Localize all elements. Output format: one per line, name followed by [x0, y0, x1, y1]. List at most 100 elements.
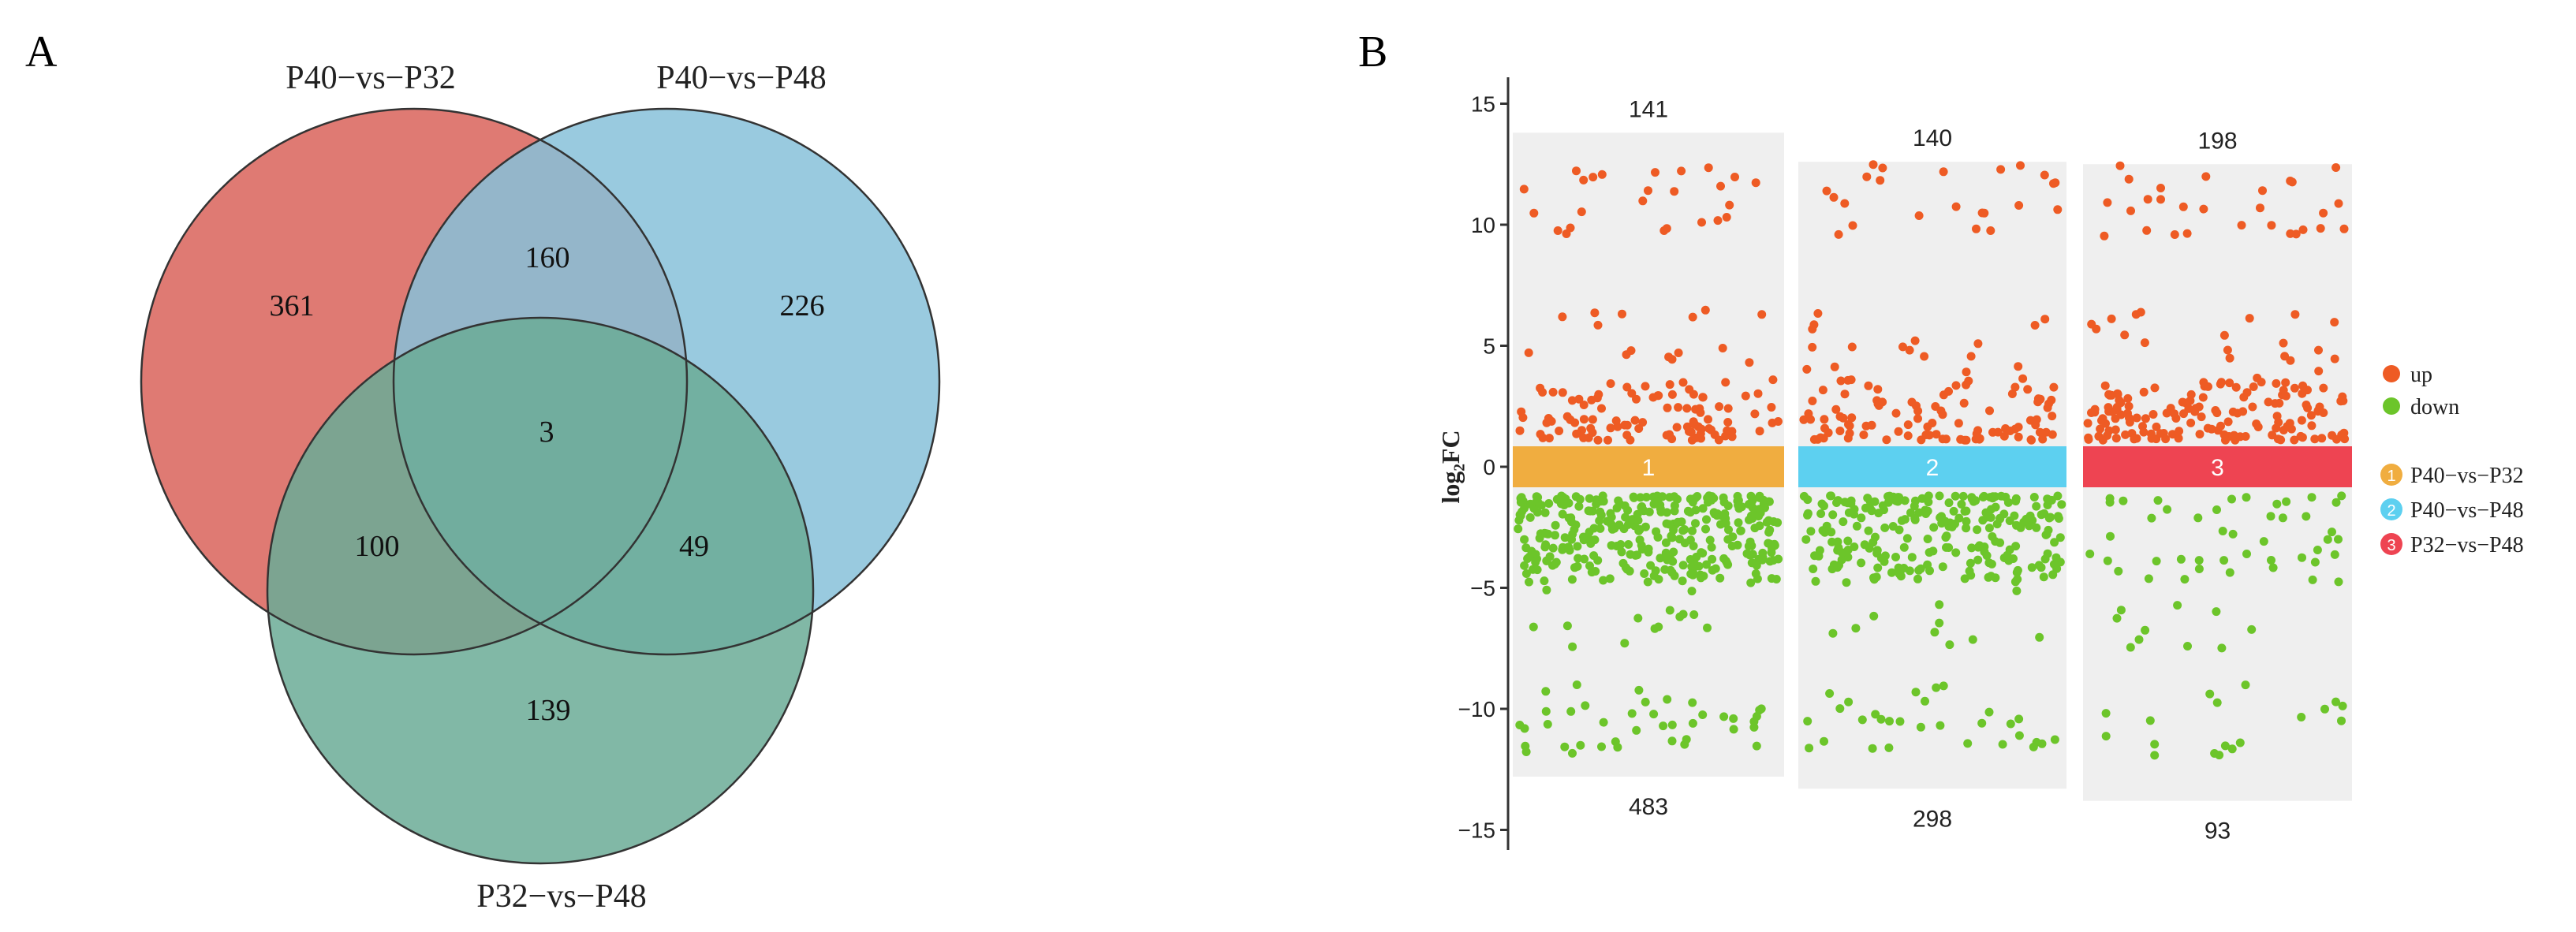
down-point: [2272, 499, 2282, 509]
down-point: [1678, 576, 1687, 586]
down-point: [1662, 508, 1671, 517]
up-point: [2161, 434, 2171, 444]
up-point: [2170, 230, 2179, 239]
up-point: [1809, 320, 1819, 330]
down-point: [1691, 505, 1701, 515]
down-point: [1667, 736, 1677, 746]
up-point: [2040, 315, 2050, 324]
up-point: [1799, 415, 1809, 424]
down-point: [2101, 709, 2111, 718]
down-point: [1865, 504, 1875, 513]
down-point: [1544, 529, 1553, 539]
up-point: [2203, 423, 2212, 433]
up-point: [1925, 431, 1934, 440]
up-point: [2253, 423, 2263, 431]
down-point: [1589, 551, 1599, 561]
down-point: [1874, 509, 1883, 518]
down-point: [1911, 496, 1920, 505]
down-point: [1541, 706, 1551, 716]
down-point: [1521, 569, 1531, 578]
up-point: [2340, 434, 2350, 444]
up-point: [2253, 373, 2262, 382]
down-point: [1846, 496, 1856, 505]
up-point: [1670, 187, 1679, 196]
up-point: [1570, 418, 1580, 427]
down-point: [1641, 697, 1650, 706]
up-point: [2014, 201, 2024, 210]
down-point: [1880, 523, 1890, 532]
down-point: [1599, 497, 1608, 506]
legend-group-1-label: P40−vs−P32: [2410, 464, 2524, 488]
venn-region-p40-vs-p32-and-p40-vs-p48: 160: [525, 241, 570, 274]
up-point: [1701, 305, 1710, 315]
up-point: [2313, 405, 2323, 415]
up-point: [1859, 431, 1869, 439]
up-point: [2223, 345, 2232, 355]
down-point: [1747, 511, 1756, 520]
down-point: [1975, 541, 1984, 550]
y-tick-label-10: 10: [1471, 213, 1495, 237]
up-point: [1692, 433, 1701, 442]
down-point: [1828, 628, 1838, 638]
down-point: [1548, 543, 1558, 553]
down-point: [1616, 540, 1626, 549]
up-point: [1665, 380, 1674, 390]
down-point: [2212, 698, 2222, 707]
up-point: [1613, 422, 1622, 431]
down-point: [1751, 569, 1760, 578]
up-point: [2245, 314, 2254, 323]
up-point: [2084, 434, 2093, 444]
up-point: [1663, 403, 1672, 412]
legend-group-2-badge-number: 2: [2387, 502, 2395, 520]
down-point: [1764, 539, 1773, 548]
up-point: [2307, 421, 2317, 431]
up-point: [2162, 408, 2171, 418]
down-point: [2145, 716, 2155, 725]
down-point: [1704, 491, 1714, 501]
up-point: [2267, 221, 2276, 230]
down-point: [1599, 718, 1608, 727]
up-point: [1845, 429, 1854, 438]
down-point: [2153, 496, 2163, 505]
up-point: [1818, 386, 1827, 395]
down-point: [1828, 510, 1838, 520]
down-point: [1596, 524, 1605, 533]
down-point: [2004, 556, 2014, 565]
down-point: [1850, 542, 1859, 551]
down-point: [1939, 681, 1948, 691]
down-point: [1774, 554, 1783, 564]
y-tick-label-minus-5: −5: [1470, 576, 1495, 601]
up-point: [1920, 352, 1929, 361]
down-point: [1897, 516, 1906, 525]
down-point: [1864, 526, 1873, 535]
up-point: [2225, 378, 2234, 388]
down-point: [1843, 536, 1853, 546]
up-point: [2190, 407, 2200, 416]
down-point: [1762, 517, 1771, 527]
up-point: [1848, 221, 1857, 230]
up-point: [2249, 382, 2258, 391]
up-point: [1867, 420, 1876, 430]
up-point: [1562, 229, 1571, 238]
group-3-up-count: 198: [2197, 128, 2237, 154]
down-point: [1899, 564, 1909, 572]
down-point: [1907, 553, 1917, 562]
up-point: [2197, 412, 2206, 422]
down-point: [2112, 613, 2122, 623]
up-point: [2314, 345, 2323, 355]
down-point: [1596, 507, 1605, 516]
down-point: [1947, 522, 1957, 531]
up-point: [2331, 163, 2341, 172]
down-point: [2268, 563, 2278, 572]
down-point: [1636, 493, 1645, 502]
down-point: [1521, 747, 1531, 756]
up-point: [2030, 321, 2040, 330]
up-point: [1822, 186, 1831, 196]
down-point: [2057, 500, 2066, 509]
up-point: [2124, 174, 2134, 184]
up-point: [1538, 388, 1547, 397]
up-point: [1622, 350, 1631, 360]
venn-outline-p40-vs-p32: [140, 107, 689, 656]
down-point: [1533, 508, 1542, 517]
